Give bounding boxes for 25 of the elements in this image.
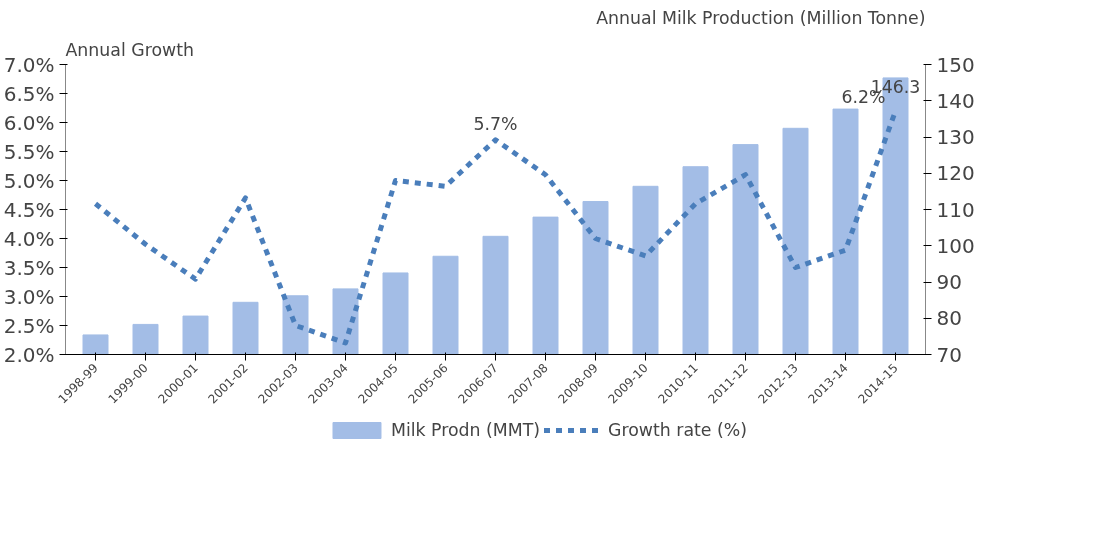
y2-tick-label: 80 [936,306,962,331]
y-tick-label: 2.0% [3,342,55,367]
legend-label: Growth rate (%) [608,420,748,440]
y2-tick-label: 90 [936,270,962,294]
y-tick-label: 5.5% [3,139,55,164]
y2-tick-label: 70 [936,342,962,367]
y-tick-label: 5.0% [3,168,55,193]
y-tick-label: 2.5% [3,313,55,338]
data-label: 5.7% [473,113,518,134]
y-tick-label: 7.0% [3,52,55,77]
y2-tick-label: 120 [936,161,975,186]
legend-label: Milk Prodn (MMT) [390,420,541,440]
y-tick-label: 3.0% [3,284,55,309]
y-tick-label: 6.0% [3,110,55,135]
y2-tick-label: 130 [936,125,975,149]
y-tick-label: 4.0% [3,226,55,251]
y2-tick-label: 110 [936,197,975,222]
y2-tick-label: 150 [936,52,975,77]
y2-axis-title: Annual Milk Production (Million Tonne) [596,7,926,28]
y2-tick-label: 100 [936,233,975,258]
y-tick-label: 3.5% [3,255,55,280]
y-axis-title: Annual Growth [65,39,194,60]
y-tick-label: 4.5% [3,197,55,222]
y-tick-label: 6.5% [3,81,55,106]
y2-tick-label: 140 [936,88,975,113]
